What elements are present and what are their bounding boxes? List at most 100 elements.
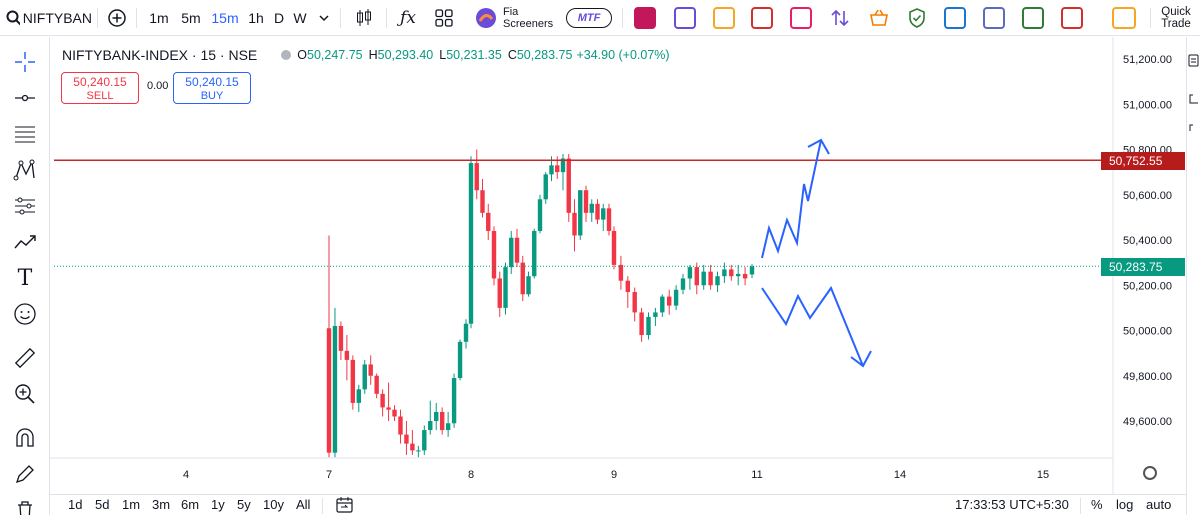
candle-body — [386, 407, 391, 410]
range-6m[interactable]: 6m — [181, 497, 200, 512]
crosshair-tool[interactable] — [8, 45, 42, 79]
trash-icon — [18, 501, 32, 515]
candle-body — [380, 393, 385, 408]
zoom-tool[interactable] — [8, 377, 42, 411]
forecast-tool[interactable] — [8, 189, 42, 223]
candle-body — [589, 203, 594, 213]
grid-layout-icon — [435, 9, 453, 27]
range-all[interactable]: All — [296, 497, 311, 512]
spread-value: 0.00 — [147, 80, 169, 92]
wallet-icon[interactable] — [713, 7, 735, 29]
layout-button[interactable] — [432, 0, 456, 36]
candle-body — [457, 341, 463, 379]
candle-body — [338, 325, 344, 351]
alert-icon[interactable] — [1061, 7, 1083, 29]
interval-week[interactable]: W — [293, 10, 307, 26]
candle-body — [572, 212, 577, 236]
log-toggle[interactable]: log — [1116, 497, 1134, 512]
pattern-tool[interactable] — [8, 153, 42, 187]
legend-symbol[interactable]: NIFTYBANK-INDEX · 15 · NSE — [62, 47, 258, 63]
candle-body — [326, 328, 332, 453]
open-value: 50,247.75 — [307, 48, 363, 62]
sell-button[interactable]: 50,240.15 SELL — [61, 72, 139, 104]
bullish-path-drawing[interactable] — [761, 139, 822, 259]
time-tick-label: 7 — [326, 469, 332, 481]
text-tool[interactable]: T — [8, 261, 42, 295]
swap-arrows-icon[interactable] — [827, 0, 853, 36]
candle-body — [332, 325, 338, 453]
candle-body — [639, 312, 644, 336]
buy-button[interactable]: 50,240.15 BUY — [173, 72, 251, 104]
candle-body — [694, 267, 699, 286]
indicators-button[interactable]: ƒx — [396, 0, 420, 36]
sell-label: SELL — [86, 90, 114, 102]
range-1d[interactable]: 1d — [68, 497, 83, 512]
chart-type-button[interactable] — [352, 0, 376, 36]
trash-tool[interactable] — [8, 493, 42, 515]
range-5d[interactable]: 5d — [95, 497, 110, 512]
open-label: O — [297, 48, 307, 62]
high-value: 50,293.40 — [377, 48, 434, 62]
app-icon-1[interactable] — [634, 7, 656, 29]
candle-body — [595, 203, 600, 220]
updown-chart-icon[interactable] — [1022, 7, 1044, 29]
candle-body — [514, 237, 520, 263]
candles-icon — [357, 9, 371, 26]
fia-screeners-button[interactable]: Fia Screeners — [475, 0, 557, 36]
interval-dropdown[interactable] — [315, 0, 333, 36]
pattern-icon — [13, 159, 35, 181]
range-5y[interactable]: 5y — [237, 497, 251, 512]
candle-body — [422, 430, 427, 451]
brush-tool[interactable] — [8, 225, 42, 259]
chart-settings-gear-icon[interactable] — [1143, 466, 1157, 480]
compare-add-button[interactable] — [104, 0, 130, 36]
price-axis-ticks: 51,200.0051,000.0050,800.0050,600.0050,4… — [1123, 54, 1172, 428]
trend-chart-icon[interactable] — [944, 7, 966, 29]
crosshair-icon — [15, 52, 35, 72]
basket-icon[interactable] — [866, 0, 892, 36]
candle-body — [632, 292, 637, 313]
interval-1m[interactable]: 1m — [149, 10, 169, 26]
fib-tool[interactable] — [8, 117, 42, 151]
range-3m[interactable]: 3m — [152, 497, 171, 512]
price-tick-label: 51,200.00 — [1123, 54, 1172, 66]
auto-toggle[interactable]: auto — [1146, 497, 1172, 512]
fia-logo-icon — [476, 8, 496, 28]
rail-icons[interactable] — [1187, 51, 1200, 131]
interval-day[interactable]: D — [273, 10, 285, 26]
range-1m[interactable]: 1m — [122, 497, 141, 512]
zigzag-icon — [14, 235, 36, 249]
download-box-icon[interactable] — [983, 7, 1005, 29]
legend-visibility-icon[interactable] — [281, 50, 292, 60]
range-10y[interactable]: 10y — [263, 497, 284, 512]
symbol-search[interactable]: NIFTYBAN — [6, 0, 92, 36]
right-rail — [1186, 37, 1200, 515]
measure-tool[interactable] — [8, 341, 42, 375]
candle-body — [474, 163, 479, 191]
exit-icon[interactable] — [751, 7, 773, 29]
interval-5m[interactable]: 5m — [181, 10, 201, 26]
percent-toggle[interactable]: % — [1091, 497, 1103, 512]
interval-15m[interactable]: 15m — [211, 10, 239, 26]
clock-timezone[interactable]: 17:33:53 UTC+5:30 — [955, 497, 1069, 512]
ticket-icon[interactable] — [1112, 7, 1136, 29]
calendar-goto-icon[interactable] — [336, 496, 354, 514]
emoji-tool[interactable] — [8, 297, 42, 331]
dollar-icon[interactable] — [790, 7, 812, 29]
range-1y[interactable]: 1y — [211, 497, 225, 512]
candle-body — [362, 364, 367, 390]
bearish-arrow-head[interactable] — [850, 350, 872, 368]
mtf-button[interactable]: MTF — [566, 8, 612, 28]
bullish-arrow-head[interactable] — [807, 138, 830, 155]
lock-drawing-tool[interactable] — [8, 457, 42, 491]
top-toolbar: NIFTYBAN 1m 5m 15m 1h D W ƒx Fia Screene… — [0, 0, 1200, 36]
interval-1h[interactable]: 1h — [248, 10, 264, 26]
quick-trade-button[interactable]: Quick Trade — [1158, 0, 1194, 36]
bearish-path-drawing[interactable] — [761, 285, 864, 367]
trend-line-tool[interactable] — [8, 81, 42, 115]
shield-check-icon[interactable] — [904, 0, 930, 36]
candle-body — [416, 450, 421, 452]
bar-chart-icon[interactable] — [674, 7, 696, 29]
magnet-tool[interactable] — [8, 421, 42, 455]
